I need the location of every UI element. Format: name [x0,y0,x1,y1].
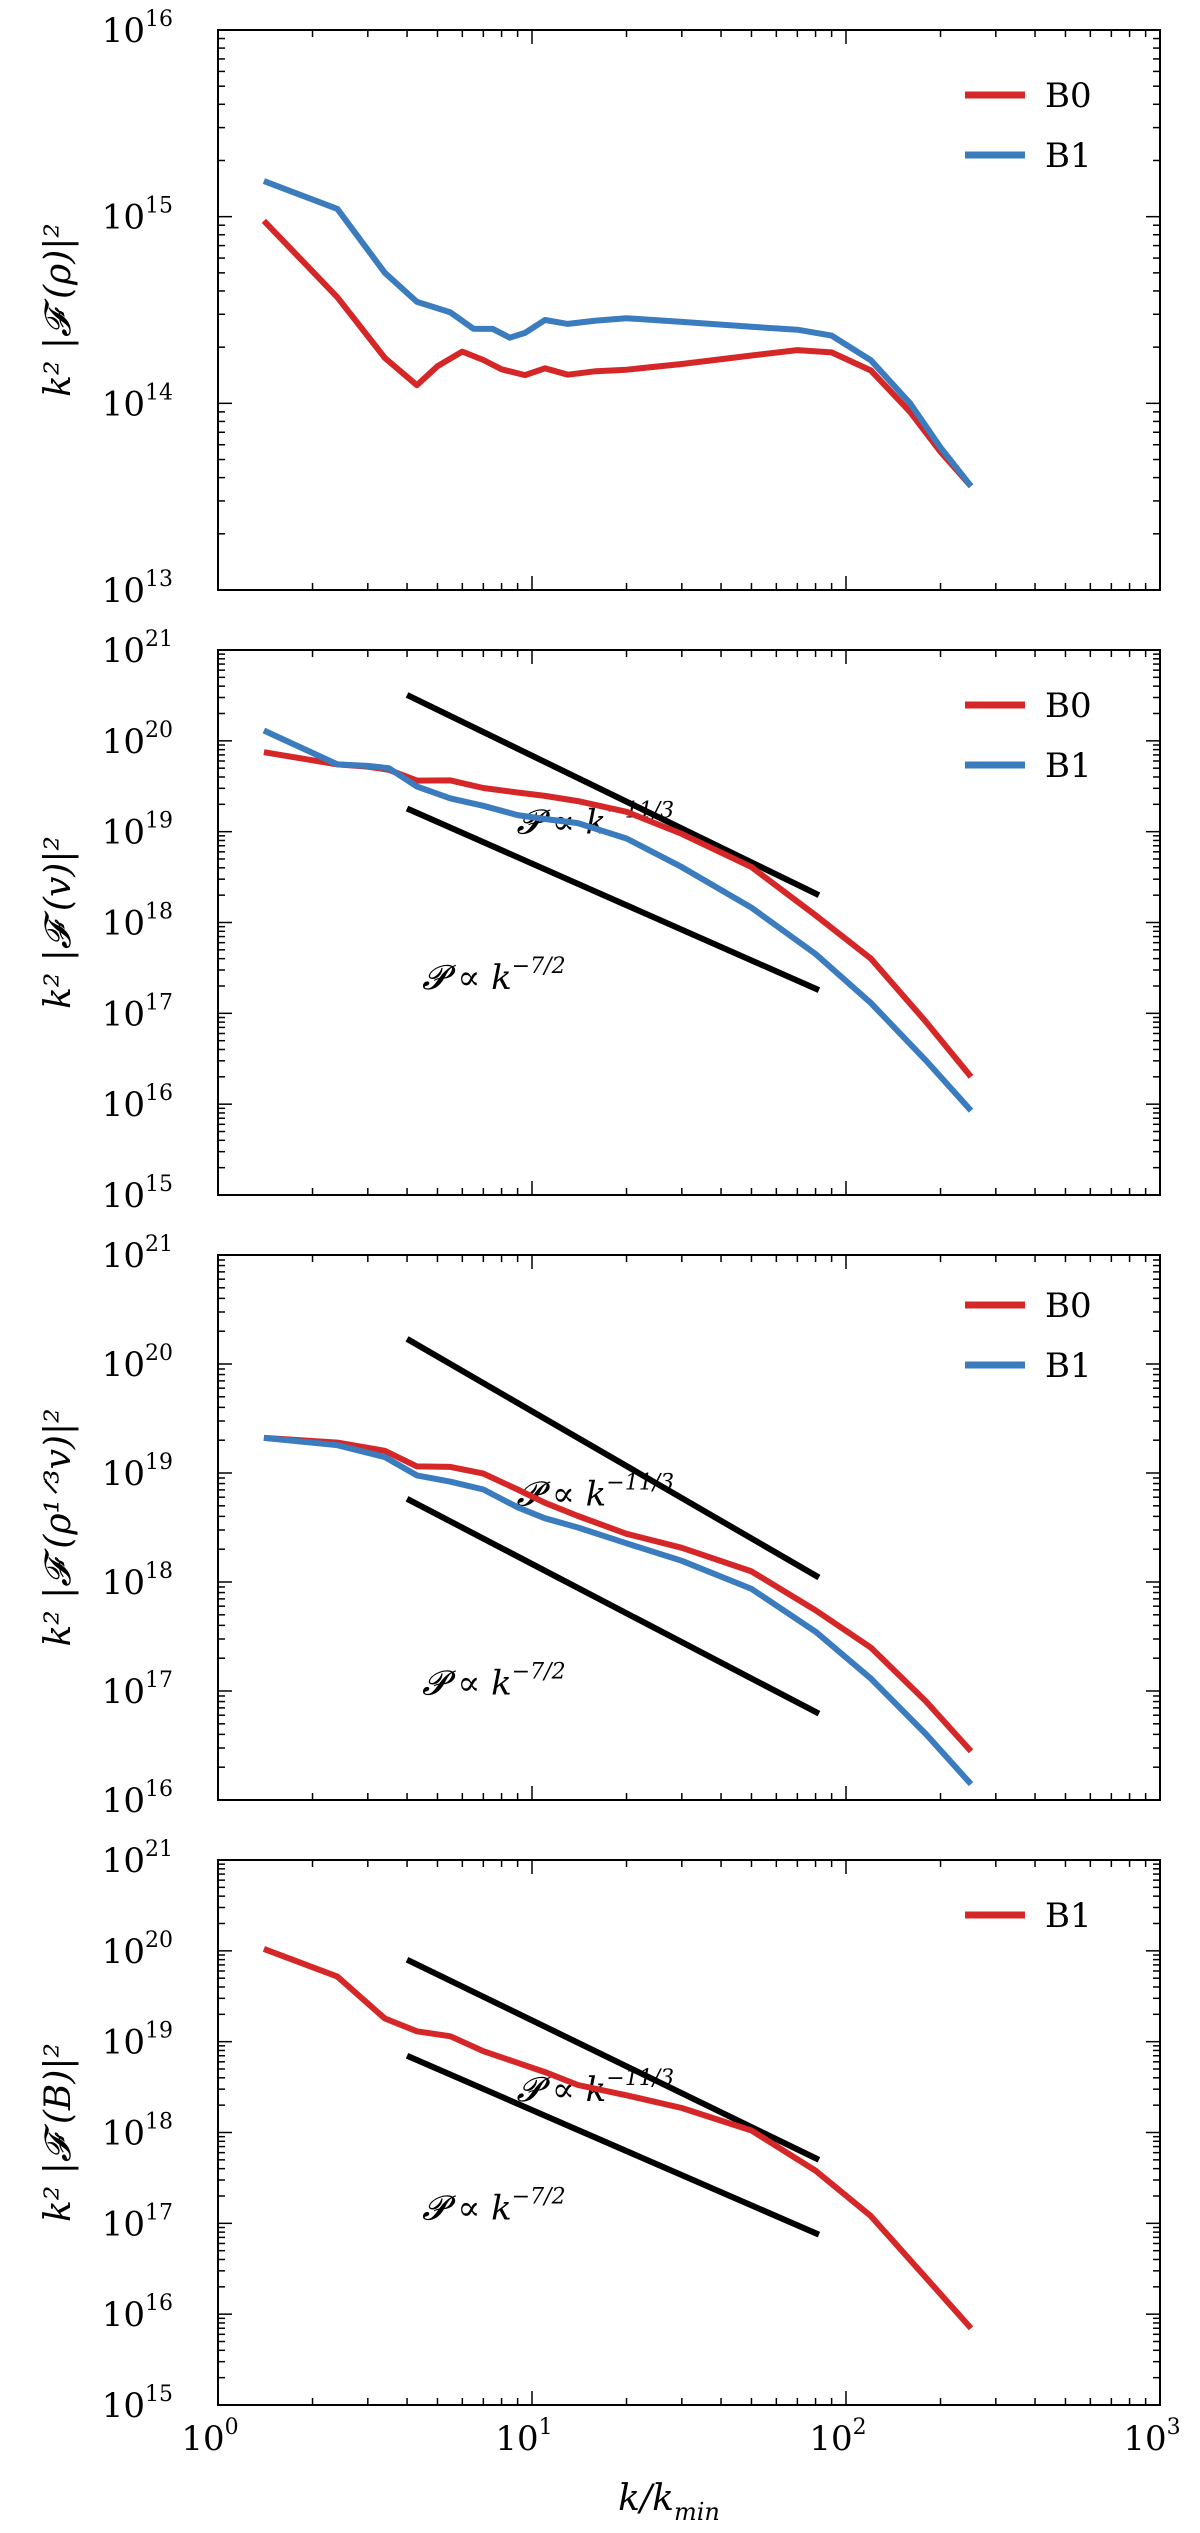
panel-4: 1015 1016 1017 1018 1019 1020 1021 100 101 102 103… [38,1837,1181,2526]
x-tick-label: 103 [1123,2415,1180,2459]
y-tick-label: 1015 [102,194,173,238]
y-tick-label: 1015 [102,2382,173,2426]
axes-frame [217,29,1161,591]
y-axis-label: k² |𝓕 (ρ¹ᐟ³v)|² [38,1408,79,1646]
legend-label: B1 [1045,136,1092,176]
y-tick-label: 1020 [102,1341,173,1385]
reference-line [405,2052,821,2238]
y-tick-label: 1016 [102,2291,173,2335]
y-tick-label: 1018 [102,900,173,944]
y-axis-label: k² |𝓕 (v)|² [38,836,79,1009]
y-tick-label: 1018 [102,1559,173,1603]
series-b0-line [263,1434,974,1754]
legend-label: B0 [1045,686,1092,726]
y-tick-label: 1013 [102,567,173,611]
y-tick-label: 1016 [102,7,173,51]
y-tick-label: 1020 [102,1928,173,1972]
y-tick-label: 1018 [102,2110,173,2154]
x-tick-label: 100 [181,2415,238,2459]
legend-label: B1 [1045,1346,1092,1386]
y-axis-label: k² |𝓕 (B)|² [38,2043,79,2222]
reference-line-label: 𝓟 ∝ k−7/2 [422,2184,566,2228]
x-tick-label: 101 [495,2415,552,2459]
y-tick-label: 1019 [102,2019,173,2063]
y-tick-label: 1019 [102,809,173,853]
y-tick-label: 1017 [102,2200,173,2244]
y-tick-label: 1020 [102,718,173,762]
reference-line-label: 𝓟 ∝ k−7/2 [422,1659,566,1703]
reference-line [405,1496,821,1717]
axes-frame [217,649,1161,1196]
reference-line [405,1336,821,1581]
series-b1-line [262,178,974,489]
legend-label: B0 [1045,1286,1092,1326]
series-b1-line [262,727,974,1113]
series-b0-line [261,218,974,489]
y-axis-label: k² |𝓕 (ρ)|² [38,223,79,397]
y-tick-label: 1017 [102,990,173,1034]
y-tick-label: 1016 [102,1777,173,1821]
panel-3: 1016 1017 1018 1019 1020 1021 k² |𝓕 (ρ¹ᐟ³v)|² 𝓟… [38,1232,1161,1821]
y-tick-label: 1021 [102,627,173,671]
reference-line [405,805,821,993]
reference-line [405,1956,821,2163]
reference-line [405,692,821,898]
legend-label: B1 [1045,746,1092,786]
series-b1-line [263,1434,974,1787]
y-tick-label: 1021 [102,1232,173,1276]
reference-line-label: 𝓟 ∝ k−7/2 [422,954,566,998]
x-tick-label: 102 [809,2415,866,2459]
legend-label: B1 [1045,1896,1092,1936]
y-tick-label: 1015 [102,1172,173,1216]
series-b1-line [262,1946,974,2331]
axes-frame [217,1254,1161,1801]
panel-1: 1013 1014 1015 1016 k² |𝓕 (ρ)|² B0 B1 [38,7,1161,611]
axes-frame [217,1859,1161,2406]
legend-label: B0 [1045,76,1092,116]
reference-line-label: 𝓟 ∝ k−11/3 [517,1470,675,1514]
y-tick-label: 1021 [102,1837,173,1881]
x-axis-label: k/kmin [618,2478,720,2526]
y-tick-label: 1017 [102,1668,173,1712]
y-tick-label: 1016 [102,1081,173,1125]
y-tick-label: 1014 [102,380,173,424]
panel-2: 1015 1016 1017 1018 1019 1020 1021 k² |𝓕 (v)|² 𝓟… [38,627,1161,1216]
y-tick-label: 1019 [102,1450,173,1494]
